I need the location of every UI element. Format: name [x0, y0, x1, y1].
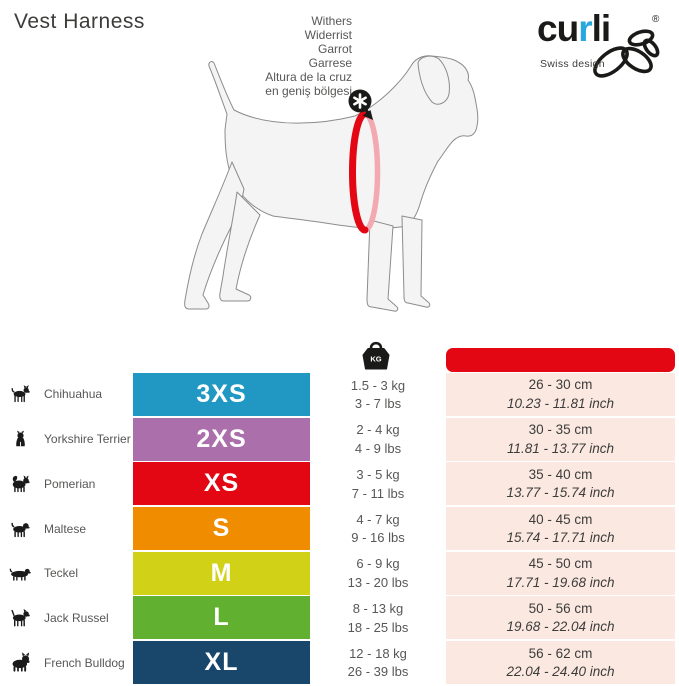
girth-range: 56 - 62 cm 22.04 - 24.40 inch: [446, 641, 675, 685]
weight-range: 8 - 13 kg 18 - 25 lbs: [310, 596, 446, 639]
yorkshire-terrier-icon: [3, 418, 37, 461]
girth-range: 45 - 50 cm 17.71 - 19.68 inch: [446, 551, 675, 595]
breed-label: Pomerian: [44, 476, 96, 491]
curli-logo-tagline: Swiss design: [540, 58, 605, 70]
dog-silhouette: [184, 55, 479, 312]
girth-inch: 22.04 - 24.40 inch: [506, 664, 615, 680]
weight-kg-icon: KG: [362, 341, 390, 370]
breed-label: Maltese: [44, 521, 87, 536]
breed-label: Jack Russel: [44, 610, 109, 625]
french-bulldog-icon: [3, 641, 37, 684]
withers-labels: Withers Widerrist Garrot Garrese Altura …: [265, 14, 352, 98]
size-badge: XS: [133, 462, 310, 506]
withers-label-de: Widerrist: [304, 28, 352, 42]
chihuahua-icon: [3, 373, 37, 416]
girth-cm: 26 - 30 cm: [528, 377, 593, 393]
dog-measurement-diagram: [184, 55, 479, 312]
page-title: Vest Harness: [14, 10, 145, 33]
table-row: French Bulldog XL 12 - 18 kg 26 - 39 lbs…: [0, 641, 679, 685]
withers-label-en: Withers: [311, 14, 352, 28]
girth-inch: 19.68 - 22.04 inch: [506, 619, 615, 635]
size-badge: XL: [133, 641, 310, 685]
size-badge: 2XS: [133, 417, 310, 461]
curli-logo-wordmark: curli: [537, 8, 611, 49]
table-row: Jack Russel L 8 - 13 kg 18 - 25 lbs 50 -…: [0, 596, 679, 640]
asterisk-badge: [348, 89, 373, 120]
girth-cm: 56 - 62 cm: [528, 645, 593, 661]
size-badge: M: [133, 551, 310, 595]
weight-kg: 1.5 - 3 kg: [350, 377, 406, 393]
weight-kg: 6 - 9 kg: [356, 556, 400, 572]
weight-kg: 12 - 18 kg: [349, 645, 407, 661]
weight-kg: 2 - 4 kg: [356, 422, 400, 438]
measurement-header-bar: [446, 348, 675, 372]
girth-cm: 40 - 45 cm: [528, 511, 593, 527]
girth-inch: 11.81 - 13.77 inch: [506, 440, 615, 456]
weight-icon-label: KG: [370, 355, 381, 364]
teckel-icon: [3, 552, 37, 595]
girth-range: 50 - 56 cm 19.68 - 22.04 inch: [446, 596, 675, 640]
pointer-line: [362, 105, 370, 114]
weight-range: 4 - 7 kg 9 - 16 lbs: [310, 507, 446, 550]
girth-cm: 35 - 40 cm: [528, 466, 593, 482]
girth-inch: 15.74 - 17.71 inch: [506, 529, 615, 545]
girth-cm: 45 - 50 cm: [528, 556, 593, 572]
weight-range: 1.5 - 3 kg 3 - 7 lbs: [310, 373, 446, 416]
girth-inch: 17.71 - 19.68 inch: [506, 574, 615, 590]
weight-lbs: 9 - 16 lbs: [351, 530, 405, 546]
size-badge: L: [133, 596, 310, 640]
weight-range: 6 - 9 kg 13 - 20 lbs: [310, 552, 446, 595]
girth-band-front: [349, 110, 369, 234]
curli-logo-accent-letter: r: [578, 8, 592, 49]
weight-lbs: 7 - 11 lbs: [351, 485, 405, 501]
girth-range: 40 - 45 cm 15.74 - 17.71 inch: [446, 507, 675, 550]
girth-range: 35 - 40 cm 13.77 - 15.74 inch: [446, 462, 675, 506]
weight-kg: 3 - 5 kg: [356, 467, 400, 483]
weight-range: 3 - 5 kg 7 - 11 lbs: [310, 462, 446, 505]
breed-label: Yorkshire Terrier: [44, 432, 131, 447]
weight-lbs: 13 - 20 lbs: [347, 574, 409, 590]
withers-label-fr: Garrot: [317, 42, 352, 56]
table-row: Maltese S 4 - 7 kg 9 - 16 lbs 40 - 45 cm…: [0, 507, 679, 550]
size-chart-rows: Chihuahua 3XS 1.5 - 3 kg 3 - 7 lbs 26 - …: [0, 373, 679, 685]
breed-label: Teckel: [44, 566, 79, 581]
curli-logo: curli ® Swiss design: [537, 6, 677, 86]
pointer-arrowhead-icon: [362, 110, 373, 120]
girth-range: 26 - 30 cm 10.23 - 11.81 inch: [446, 373, 675, 416]
maltese-icon: [3, 507, 37, 550]
table-row: Chihuahua 3XS 1.5 - 3 kg 3 - 7 lbs 26 - …: [0, 373, 679, 416]
weight-range: 2 - 4 kg 4 - 9 lbs: [310, 418, 446, 461]
withers-label-es: Altura de la cruz: [265, 70, 352, 84]
jack-russel-icon: [3, 596, 37, 639]
girth-cm: 30 - 35 cm: [528, 422, 593, 438]
weight-lbs: 18 - 25 lbs: [347, 619, 409, 635]
withers-label-it: Garrese: [308, 56, 352, 70]
table-row: Pomerian XS 3 - 5 kg 7 - 11 lbs 35 - 40 …: [0, 462, 679, 506]
weight-lbs: 4 - 9 lbs: [354, 440, 402, 456]
breed-label: Chihuahua: [44, 387, 103, 402]
size-badge: S: [133, 507, 310, 550]
size-badge: 3XS: [133, 373, 310, 416]
asterisk-icon: [353, 93, 367, 109]
girth-cm: 50 - 56 cm: [528, 600, 593, 616]
registered-trademark-symbol: ®: [652, 14, 660, 25]
girth-inch: 13.77 - 15.74 inch: [506, 485, 615, 501]
weight-kg: 4 - 7 kg: [356, 511, 400, 527]
table-row: Teckel M 6 - 9 kg 13 - 20 lbs 45 - 50 cm…: [0, 551, 679, 595]
table-row: Yorkshire Terrier 2XS 2 - 4 kg 4 - 9 lbs…: [0, 417, 679, 461]
girth-range: 30 - 35 cm 11.81 - 13.77 inch: [446, 417, 675, 461]
weight-lbs: 26 - 39 lbs: [347, 664, 409, 680]
breed-label: French Bulldog: [44, 655, 125, 670]
girth-inch: 10.23 - 11.81 inch: [506, 395, 615, 411]
weight-lbs: 3 - 7 lbs: [354, 396, 402, 412]
pomerian-icon: [3, 462, 37, 505]
weight-range: 12 - 18 kg 26 - 39 lbs: [310, 641, 446, 684]
weight-kg: 8 - 13 kg: [352, 601, 404, 617]
butterfly-icon: [593, 29, 660, 78]
withers-label-tr: en geniş bölgesi: [265, 84, 352, 98]
